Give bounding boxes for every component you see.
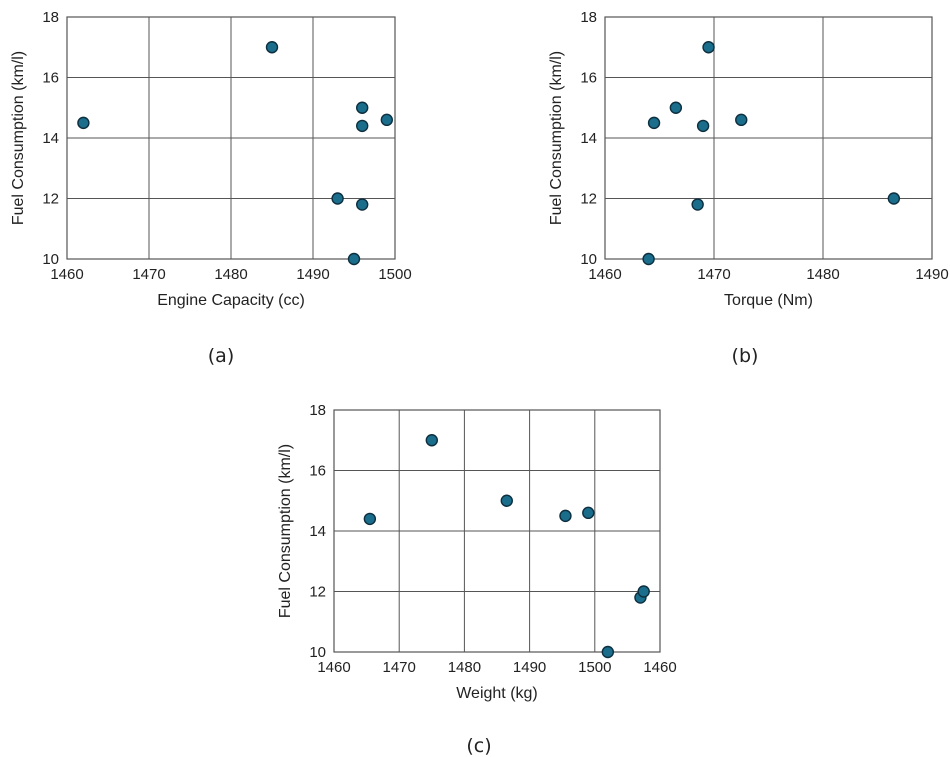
data-point [647, 116, 661, 130]
subfigure-caption: (a) [208, 345, 234, 367]
data-point [425, 434, 438, 447]
y-tick-label: 18 [42, 9, 59, 26]
plot-frame [66, 16, 396, 260]
x-tick-label: 1460 [317, 659, 350, 676]
data-point [347, 252, 361, 266]
x-tick-label: 1480 [214, 266, 247, 283]
y-axis-label: Fuel Consumption (km/l) [10, 51, 27, 225]
y-tick-label: 16 [309, 463, 326, 480]
x-tick-label: 1480 [806, 266, 839, 283]
data-point [669, 101, 683, 114]
y-tick-label: 14 [309, 523, 326, 540]
y-tick-label: 16 [580, 70, 597, 87]
scatter-plot-2: 1460 1470 1480 1490 10 12 14 16 18 Torque (Nm) Fue… [548, 9, 949, 367]
x-axis-label: Engine Capacity (cc) [157, 292, 305, 309]
y-tick-label: 10 [42, 251, 59, 268]
y-tick-label: 14 [42, 130, 59, 147]
data-point [380, 113, 393, 127]
y-tick-label: 12 [309, 584, 326, 601]
data-point [356, 101, 369, 114]
data-point [363, 512, 377, 526]
x-tick-label: 1490 [915, 266, 948, 283]
x-tick-label: 1490 [296, 266, 329, 283]
x-tick-label: 1500 [578, 659, 611, 676]
subfigure-caption: (b) [732, 345, 759, 367]
x-tick-label: 1490 [513, 659, 546, 676]
data-point [500, 494, 513, 507]
x-axis-label: Torque (Nm) [724, 292, 813, 309]
y-tick-label: 14 [580, 130, 597, 147]
x-tick-label: 1500 [378, 266, 411, 283]
x-tick-label: 1470 [132, 266, 165, 283]
y-axis-label: Fuel Consumption (km/l) [548, 51, 565, 225]
data-point [582, 506, 595, 520]
y-tick-label: 12 [580, 191, 597, 208]
x-tick-label: 1460 [50, 266, 83, 283]
data-point [735, 113, 748, 127]
data-point [887, 192, 901, 205]
plot-frame [333, 409, 661, 653]
data-point [356, 119, 369, 133]
data-point [559, 509, 572, 523]
y-tick-label: 10 [580, 251, 597, 268]
scatter-plot-3: 1460 1470 1480 1490 1500 14601012141618Weight… [277, 402, 677, 757]
data-point [265, 41, 279, 54]
y-tick-label: 10 [309, 644, 326, 661]
x-axis-label: Weight (kg) [456, 685, 538, 702]
x-tick-label: 1480 [448, 659, 481, 676]
subfigure-caption: (c) [466, 735, 491, 757]
x-tick-label: 1470 [383, 659, 416, 676]
data-point [696, 119, 710, 133]
x-tick-label: 1460 [588, 266, 621, 283]
y-tick-label: 12 [42, 191, 59, 208]
y-tick-label: 16 [42, 70, 59, 87]
data-point [77, 116, 90, 130]
y-axis-label: Fuel Consumption (km/l) [277, 444, 294, 618]
data-point [637, 585, 650, 598]
data-point [642, 252, 655, 266]
y-tick-label: 18 [580, 9, 597, 26]
data-point [331, 192, 344, 205]
data-point [702, 41, 715, 54]
data-point [691, 198, 704, 211]
plot-frame [604, 16, 933, 260]
data-point [356, 198, 369, 211]
x-tick-label: 1470 [697, 266, 730, 283]
scatter-plot-1: 1460 1470 1480 1490 1500 10 12 14 16 18 Engine Cap… [10, 9, 412, 367]
x-tick-label: 1460 [643, 659, 676, 676]
y-tick-label: 18 [309, 402, 326, 419]
data-point [601, 645, 615, 659]
